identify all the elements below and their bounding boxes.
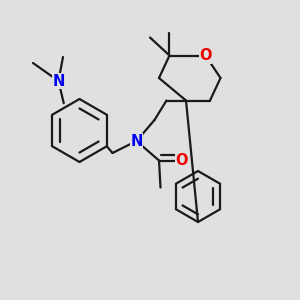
Text: O: O bbox=[175, 153, 188, 168]
Text: N: N bbox=[130, 134, 143, 148]
Text: N: N bbox=[52, 74, 65, 88]
Text: O: O bbox=[199, 48, 212, 63]
